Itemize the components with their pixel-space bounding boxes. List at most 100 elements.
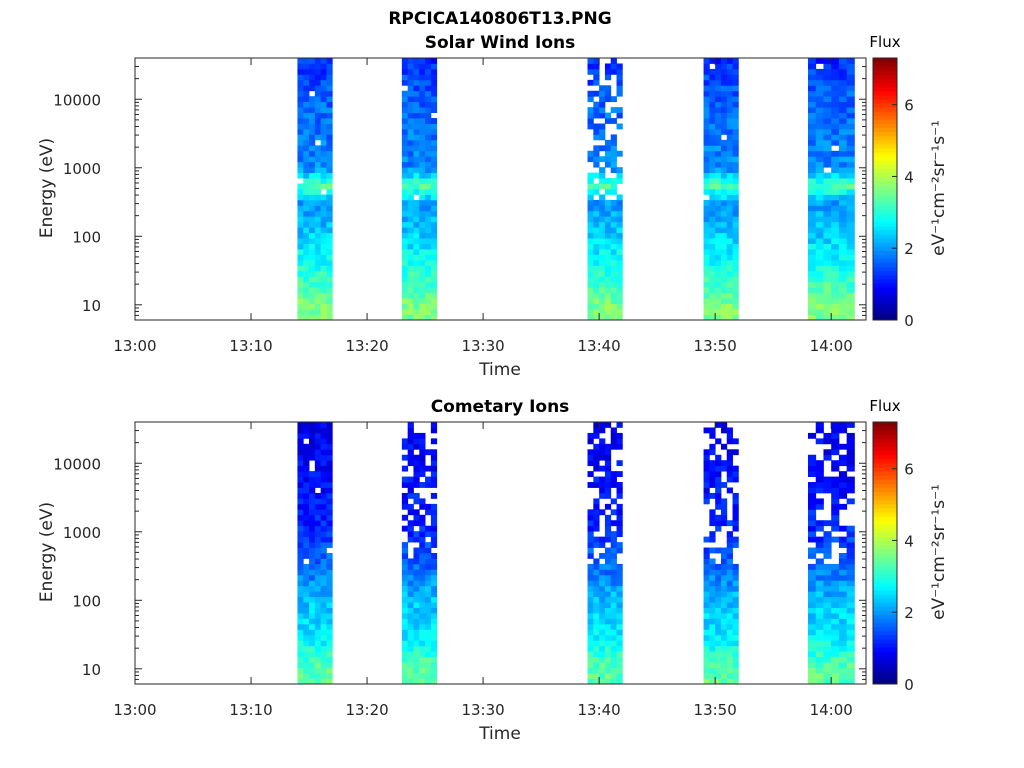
flux-cell: [303, 634, 310, 641]
flux-cell: [599, 107, 606, 113]
flux-cell: [732, 449, 739, 456]
flux-cell: [314, 123, 322, 130]
flux-cell: [720, 558, 728, 565]
flux-cell: [587, 460, 594, 467]
flux-cell: [587, 536, 594, 543]
flux-cell: [320, 645, 327, 652]
flux-cell: [703, 128, 710, 135]
flux-cell: [831, 79, 840, 86]
flux-cell: [838, 145, 848, 152]
flux-cell: [715, 651, 722, 658]
flux-cell: [430, 492, 438, 499]
flux-cell: [616, 216, 623, 223]
flux-cell: [309, 112, 316, 119]
flux-cell: [616, 667, 623, 674]
flux-cell: [314, 623, 322, 630]
flux-cell: [715, 482, 722, 488]
flux-cell: [297, 645, 304, 652]
flux-cell: [715, 585, 722, 592]
flux-cell: [425, 101, 432, 108]
flux-cell: [815, 270, 824, 277]
flux-cell: [703, 536, 710, 543]
flux-cell: [604, 645, 612, 652]
flux-cell: [726, 298, 733, 305]
flux-cell: [831, 525, 840, 532]
flux-cell: [823, 449, 832, 456]
flux-cell: [726, 238, 733, 244]
flux-cell: [709, 607, 716, 614]
flux-cell: [587, 629, 594, 636]
flux-cell: [807, 580, 817, 587]
flux-cell: [587, 542, 594, 548]
flux-cell: [715, 629, 722, 636]
flux-cell: [303, 629, 310, 636]
flux-cell: [413, 618, 420, 625]
flux-cell: [413, 563, 420, 570]
flux-cell: [823, 210, 832, 217]
flux-cell: [709, 287, 716, 294]
flux-cell: [430, 232, 438, 239]
flux-cell: [815, 678, 824, 685]
flux-cell: [715, 199, 722, 206]
flux-cell: [715, 645, 722, 652]
flux-cell: [720, 112, 728, 119]
flux-cell: [720, 128, 728, 135]
colorbar-segment: [873, 143, 897, 149]
flux-cell: [419, 189, 426, 195]
flux-cell: [309, 542, 316, 548]
flux-cell: [413, 476, 420, 483]
flux-cell: [726, 68, 733, 75]
flux-cell: [297, 596, 304, 603]
flux-cell: [807, 673, 817, 679]
flux-cell: [720, 585, 728, 592]
flux-cell: [430, 651, 438, 658]
flux-cell: [297, 314, 304, 321]
flux-cell: [616, 68, 623, 75]
flux-cell: [419, 563, 426, 570]
colorbar-tick-label: 0: [904, 676, 914, 694]
flux-cell: [309, 607, 316, 614]
flux-cell: [838, 645, 848, 652]
colorbar-segment: [873, 307, 897, 313]
flux-cell: [838, 254, 848, 261]
flux-cell: [720, 167, 728, 174]
flux-cell: [599, 281, 606, 288]
flux-cell: [314, 580, 322, 587]
flux-cell: [604, 449, 612, 456]
flux-cell: [425, 194, 432, 201]
flux-cell: [838, 656, 848, 663]
flux-cell: [430, 216, 438, 223]
flux-cell: [838, 210, 848, 217]
flux-cell: [407, 199, 414, 206]
flux-cell: [297, 298, 304, 305]
flux-cell: [846, 449, 855, 456]
flux-cell: [430, 292, 438, 299]
flux-cell: [807, 205, 817, 212]
flux-cell: [401, 563, 409, 570]
flux-cell: [587, 232, 594, 239]
colorbar-segment: [873, 299, 897, 305]
flux-cell: [320, 178, 327, 184]
flux-cell: [807, 58, 817, 64]
flux-cell: [297, 498, 304, 505]
flux-cell: [726, 265, 733, 272]
flux-cell: [604, 591, 612, 598]
flux-cell: [407, 487, 414, 494]
flux-cell: [599, 596, 606, 603]
flux-cell: [587, 569, 594, 576]
flux-cell: [823, 139, 832, 146]
flux-cell: [430, 569, 438, 576]
flux-cell: [401, 134, 409, 141]
flux-cell: [599, 667, 606, 674]
flux-cell: [326, 167, 333, 174]
flux-cell: [297, 68, 304, 75]
flux-cell: [732, 90, 739, 97]
flux-cell: [807, 167, 817, 174]
flux-cell: [326, 514, 333, 521]
flux-cell: [407, 221, 414, 228]
flux-cell: [815, 482, 824, 488]
flux-cell: [320, 314, 327, 321]
flux-cell: [599, 623, 606, 630]
flux-cell: [320, 542, 327, 548]
